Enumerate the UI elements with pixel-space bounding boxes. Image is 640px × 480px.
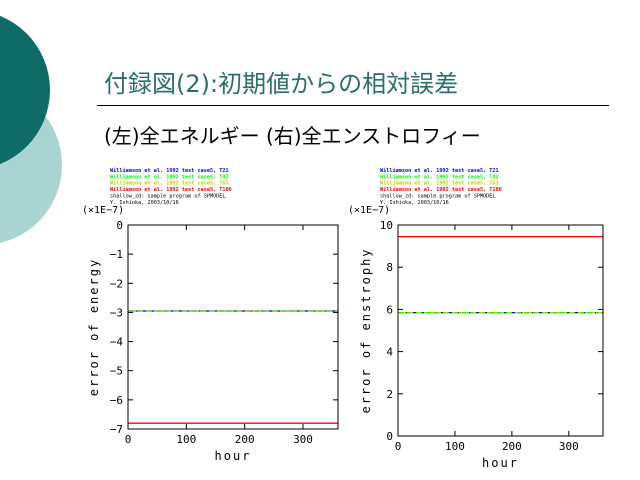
credit-line: shallow_zd: sample program of SPMODEL (110, 194, 226, 200)
y-tick-label: 0 (386, 430, 393, 443)
slide-decoration (0, 15, 62, 243)
x-axis-label: hour (482, 456, 519, 470)
y-tick-label: −4 (110, 336, 124, 349)
y-tick-label: −6 (110, 394, 123, 407)
x-axis-label: hour (215, 449, 252, 463)
y-tick-label: −5 (110, 365, 123, 378)
credit-line: Y. Ishioka, 2003/10/16 (380, 200, 449, 206)
y-tick-label: 8 (386, 261, 393, 274)
y-tick-label: 2 (386, 388, 393, 401)
y-tick-label: 10 (380, 219, 393, 232)
legend-entry: Williamson et al. 1992 test case5, T42 (380, 174, 499, 180)
y-tick-label: −7 (110, 423, 123, 436)
legend-entry: Williamson et al. 1992 test case5, T106 (380, 187, 502, 193)
x-tick-label: 0 (125, 433, 132, 446)
credit-line: shallow_zd: sample program of SPMODEL (380, 194, 496, 200)
y-tick-label: −1 (110, 248, 123, 261)
y-tick-label: 0 (116, 219, 123, 232)
x-tick-label: 200 (502, 440, 522, 453)
legend-entry: Williamson et al. 1992 test case5, T106 (110, 187, 232, 193)
y-tick-label: −3 (110, 306, 123, 319)
slide-subtitle: (左)全エネルギー (右)全エンストロフィー (104, 124, 481, 148)
title-divider (97, 105, 609, 106)
x-tick-label: 200 (235, 433, 255, 446)
energy-error-chart: Williamson et al. 1992 test case5, T21Wi… (82, 168, 339, 463)
legend-entry: Williamson et al. 1992 test case5, T21 (110, 168, 229, 174)
x-tick-label: 300 (293, 433, 313, 446)
x-tick-label: 0 (395, 440, 402, 453)
plot-frame (397, 224, 604, 437)
scale-label: (×1E−7) (348, 205, 390, 216)
y-axis-label: error of energy (87, 258, 101, 396)
slide-title: 付録図(2):初期値からの相対誤差 (104, 70, 459, 98)
y-axis-label: error of enstrophy (359, 247, 373, 413)
plot-frame (127, 224, 339, 430)
scale-label: (×1E−7) (82, 205, 124, 216)
legend-entry: Williamson et al. 1992 test case5, T63 (380, 181, 499, 187)
x-tick-label: 300 (559, 440, 579, 453)
y-tick-label: 4 (386, 346, 393, 359)
legend-entry: Williamson et al. 1992 test case5, T42 (110, 174, 229, 180)
legend-entry: Williamson et al. 1992 test case5, T21 (380, 168, 499, 174)
y-tick-label: −2 (110, 277, 123, 290)
x-tick-label: 100 (445, 440, 465, 453)
legend-entry: Williamson et al. 1992 test case5, T63 (110, 181, 229, 187)
enstrophy-error-chart: Williamson et al. 1992 test case5, T21Wi… (348, 168, 604, 470)
decor-circle-dark (0, 15, 50, 165)
x-tick-label: 100 (176, 433, 196, 446)
y-tick-label: 6 (386, 303, 393, 316)
credit-line: Y. Ishioka, 2003/10/16 (110, 200, 179, 206)
